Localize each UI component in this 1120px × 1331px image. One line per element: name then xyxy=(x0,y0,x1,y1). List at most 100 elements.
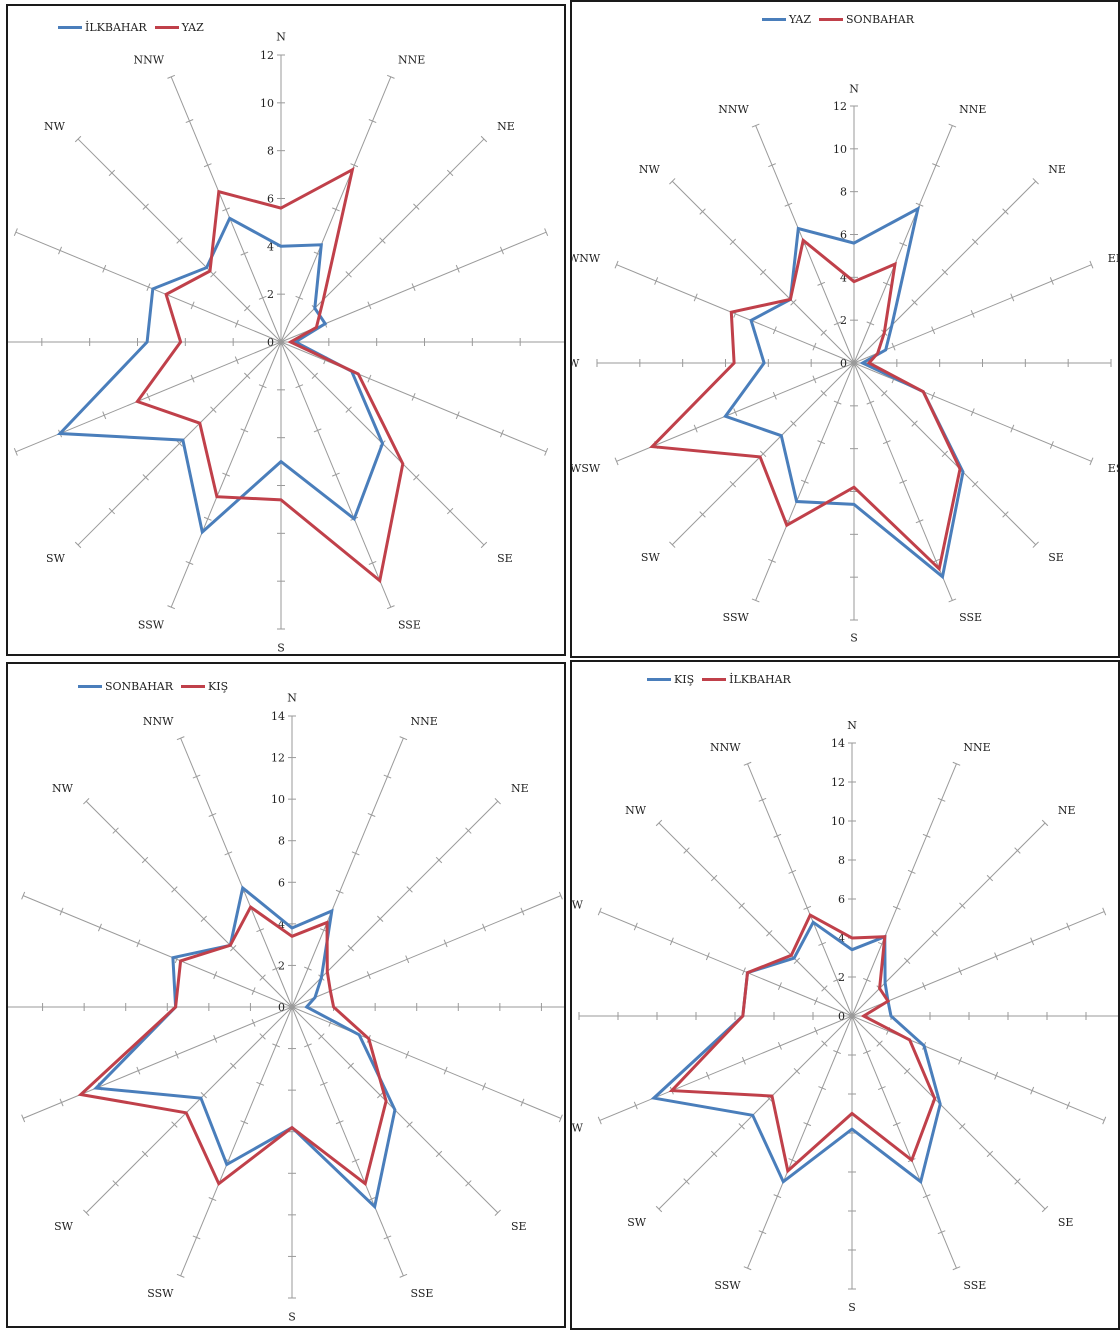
axis-tick-mark xyxy=(773,1194,782,1199)
axis-tick-mark xyxy=(558,1114,563,1123)
direction-label-se: SE xyxy=(1058,1216,1074,1229)
direction-label-wsw: WSW xyxy=(572,1121,584,1134)
axis-tick-mark xyxy=(705,952,710,961)
axis-tick-mark xyxy=(777,1041,782,1050)
direction-label-ese: ESE xyxy=(1108,462,1118,475)
direction-label-ne: NE xyxy=(511,782,529,795)
direction-label-sw: SW xyxy=(627,1216,647,1229)
direction-label-nne: NNE xyxy=(411,715,438,728)
axis-tick-mark xyxy=(903,957,911,965)
radial-tick-label: 14 xyxy=(271,710,285,723)
axis-tick-mark xyxy=(903,1067,911,1075)
axis-tick-mark xyxy=(915,202,924,207)
axis-tick-mark xyxy=(803,1122,812,1127)
direction-label-n: N xyxy=(276,30,286,43)
axis-tick-mark xyxy=(958,967,963,976)
axis-tick-mark xyxy=(911,420,918,427)
axis-tick-mark xyxy=(758,797,767,802)
axis-nne xyxy=(291,737,404,1008)
axis-tick-mark xyxy=(435,856,443,864)
legend-label: YAZ xyxy=(181,21,204,34)
axis-tick-mark xyxy=(768,558,776,563)
axis-sse xyxy=(851,1015,957,1269)
axis-tick-mark xyxy=(813,1027,818,1035)
direction-label-wnw: WNW xyxy=(572,252,601,265)
axis-tick-mark xyxy=(971,238,979,246)
axis-tick-mark xyxy=(654,277,659,285)
series-line-2 xyxy=(668,913,937,1174)
axis-sse xyxy=(291,1006,404,1277)
axis-tick-mark xyxy=(833,400,842,405)
axis-tick-mark xyxy=(937,797,946,802)
axis-tick-mark xyxy=(758,1230,767,1235)
axis-wnw xyxy=(22,895,293,1008)
axis-tick-mark xyxy=(597,907,602,916)
axis-tick-mark xyxy=(882,440,891,445)
axis-tick-mark xyxy=(1102,907,1107,916)
axis-tick-mark xyxy=(922,1194,931,1199)
direction-label-ssw: SSW xyxy=(138,618,165,631)
axis-tick-mark xyxy=(1030,1086,1035,1095)
axis-tick-mark xyxy=(544,228,549,237)
axis-tick-mark xyxy=(937,1230,946,1235)
axis-tick-mark xyxy=(141,1150,149,1158)
axis-tick-mark xyxy=(818,941,827,946)
axis-tick-mark xyxy=(738,902,745,909)
wind-rose-svg: 2468101214NNNENEENEEESESESSESSSWSWWSWWWN… xyxy=(8,691,564,1324)
axis-tick-mark xyxy=(146,283,151,291)
radial-tick-label: 12 xyxy=(260,49,274,62)
axis-tick-mark xyxy=(413,203,420,210)
axis-tick-mark xyxy=(102,264,107,273)
axis-tick-mark xyxy=(669,178,676,185)
axis-tick-mark xyxy=(413,474,420,481)
axis-tick-mark xyxy=(1002,511,1009,518)
axis-tick-mark xyxy=(1049,441,1054,449)
axis-tick-mark xyxy=(911,299,918,306)
axis-tick-mark xyxy=(741,967,746,976)
direction-label-sw: SW xyxy=(641,551,661,564)
radial-tick-label: 6 xyxy=(267,193,274,206)
direction-label-s: S xyxy=(850,632,858,645)
series-line-1 xyxy=(722,205,965,580)
axis-tick-mark xyxy=(729,480,737,488)
direction-label-sw: SW xyxy=(54,1220,74,1233)
axis-tick-mark xyxy=(136,939,141,948)
radial-tick-label: 2 xyxy=(838,971,845,984)
axis-tick-mark xyxy=(258,384,267,389)
axis-tick-mark xyxy=(952,1266,961,1271)
axis-tick-mark xyxy=(58,246,63,255)
axis-tick-mark xyxy=(174,1050,179,1059)
axis-tick-mark xyxy=(705,1071,710,1080)
axis-tick-mark xyxy=(167,74,176,79)
axis-tick-mark xyxy=(311,372,319,380)
direction-label-ne: NE xyxy=(1058,804,1076,817)
axis-tick-mark xyxy=(768,163,776,168)
axis-tick-mark xyxy=(405,955,410,964)
axis-wsw xyxy=(22,1006,293,1119)
radial-tick-label: 4 xyxy=(267,240,274,253)
axis-tick-mark xyxy=(1032,541,1039,548)
direction-label-sw: SW xyxy=(46,552,66,565)
axis-tick-mark xyxy=(800,479,809,484)
axis-tick-mark xyxy=(520,1098,525,1107)
axis-tick-mark xyxy=(597,1116,602,1125)
axis-tick-mark xyxy=(480,541,488,549)
direction-label-nnw: NNW xyxy=(718,103,749,116)
radial-tick-label: 2 xyxy=(278,959,285,972)
axis-tick-mark xyxy=(347,1062,354,1069)
axis-tick-mark xyxy=(790,420,797,427)
axis-tick-mark xyxy=(876,1040,883,1047)
axis-tick-mark xyxy=(142,203,149,210)
radial-tick-label: 4 xyxy=(278,918,285,931)
direction-label-s: S xyxy=(288,1311,296,1324)
direction-label-n: N xyxy=(287,691,297,704)
axis-tick-mark xyxy=(251,1019,256,1027)
axis-tick-mark xyxy=(803,905,812,910)
axis-tick-mark xyxy=(21,891,26,900)
legend-item: KIŞ xyxy=(181,680,228,693)
axis-tick-mark xyxy=(772,391,777,400)
axis-tick-mark xyxy=(863,1050,871,1055)
axis-ssw xyxy=(747,1015,853,1269)
direction-label-sse: SSE xyxy=(398,618,421,631)
direction-label-ene: ENE xyxy=(1108,252,1118,265)
